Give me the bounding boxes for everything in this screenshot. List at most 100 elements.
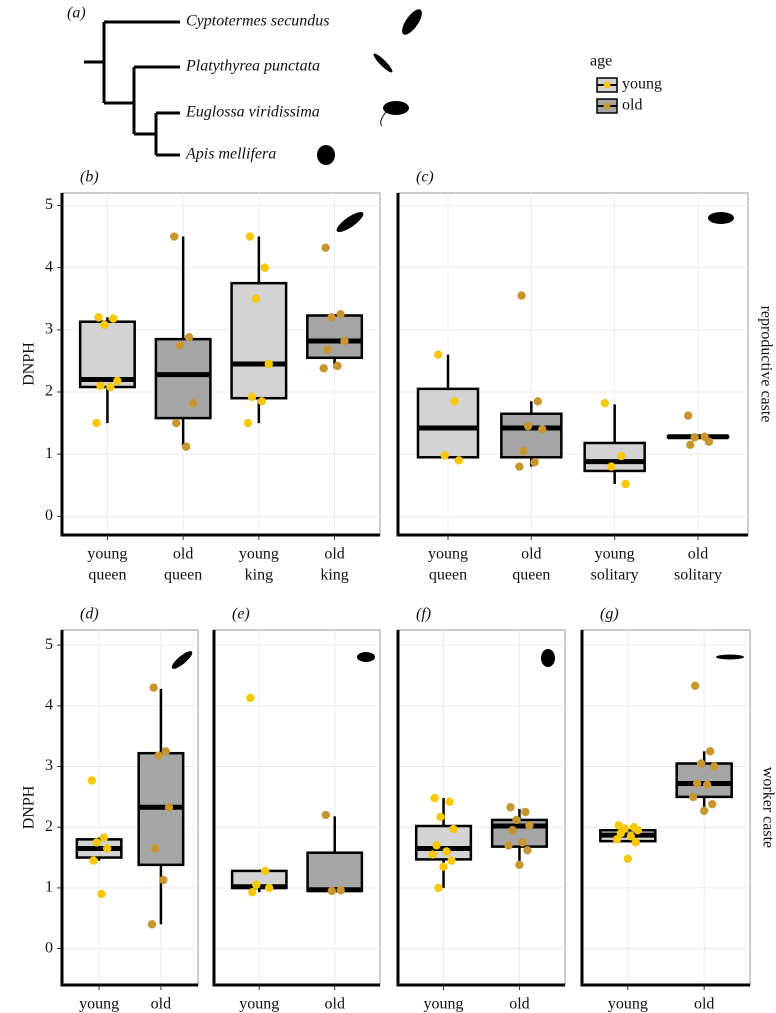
data-point [692,779,702,788]
data-point [113,376,122,385]
data-point [184,333,194,342]
data-point [92,838,101,847]
y-tick-label: 3 [45,757,53,774]
x-tick-label: young [79,996,119,1013]
data-point [175,341,185,350]
data-point [327,886,336,896]
data-point [696,759,706,768]
data-point [109,314,118,323]
y-tick-label: 2 [45,383,53,400]
data-point [683,411,693,420]
data-point [340,336,349,346]
data-point [264,883,274,893]
data-point [181,442,191,451]
data-point [517,291,526,300]
x-tick-label: queen [512,567,550,584]
x-tick-label: queen [88,567,126,584]
box [500,412,563,459]
data-point [89,856,98,865]
data-point [251,294,261,303]
x-tick-label: young [424,996,464,1013]
data-point [686,440,695,450]
legend-title: age [590,53,612,70]
data-point [690,681,700,691]
data-point [247,392,257,402]
data-point [607,462,616,471]
x-tick-label: king [320,567,348,584]
data-point [170,232,179,241]
x-tick-label: young [239,996,279,1013]
data-point [617,451,626,461]
y-tick-label: 1 [45,879,53,896]
data-point [631,838,641,847]
box [306,314,364,360]
data-point [616,829,626,838]
x-tick-label: solitary [674,567,722,584]
data-point [94,313,103,322]
data-point [336,310,345,319]
data-point [87,776,97,785]
x-tick-label: old [151,996,171,1013]
data-point [709,762,719,771]
panel-border [397,192,749,536]
data-point [450,397,459,406]
data-point [102,844,112,853]
data-point [515,462,524,471]
data-point [512,815,521,825]
panel-border [213,629,381,986]
box [414,824,473,861]
data-point [149,683,158,692]
x-tick-label: young [595,546,635,563]
panel-label: (c) [416,169,434,186]
data-point [704,437,714,446]
data-point [327,313,336,322]
species-label: Platythyrea punctata [185,58,320,75]
data-point [245,232,255,241]
data-point [623,854,633,863]
data-point [319,364,328,373]
y-tick-label: 4 [45,697,53,714]
species-label: Apis mellifera [185,146,276,163]
data-point [321,810,331,820]
data-point [428,850,437,859]
box [230,281,288,400]
x-tick-label: old [694,996,714,1013]
x-tick-label: young [428,546,468,563]
y-tick-label: 4 [45,258,53,275]
data-point [100,320,109,330]
data-point [699,806,709,816]
panel-label: (b) [80,169,99,186]
legend-label: old [622,97,642,114]
panel-border [397,629,566,986]
data-point [432,841,441,850]
data-point [626,832,636,841]
data-point [442,847,451,856]
data-point [252,880,261,890]
data-point [433,350,443,359]
data-point [633,826,643,835]
y-axis-title: DNPH [21,785,38,829]
data-point [333,361,342,371]
data-point [690,433,699,442]
data-point [164,802,174,812]
data-point [434,883,443,893]
data-point [621,479,630,489]
species-label: Cyptotermes secundus [186,13,330,30]
data-point [533,397,543,406]
data-point [260,866,270,876]
y-tick-label: 3 [45,320,53,337]
data-point [440,451,449,460]
data-point [99,833,109,842]
data-point [454,456,464,465]
data-point [447,856,456,865]
y-axis-title: DNPH [21,342,38,386]
box [675,762,733,799]
x-tick-label: old [324,546,344,563]
data-point [523,846,532,855]
box [306,851,364,893]
data-point [257,397,267,406]
data-point [151,844,160,853]
data-point [243,418,253,428]
data-point [248,887,257,897]
